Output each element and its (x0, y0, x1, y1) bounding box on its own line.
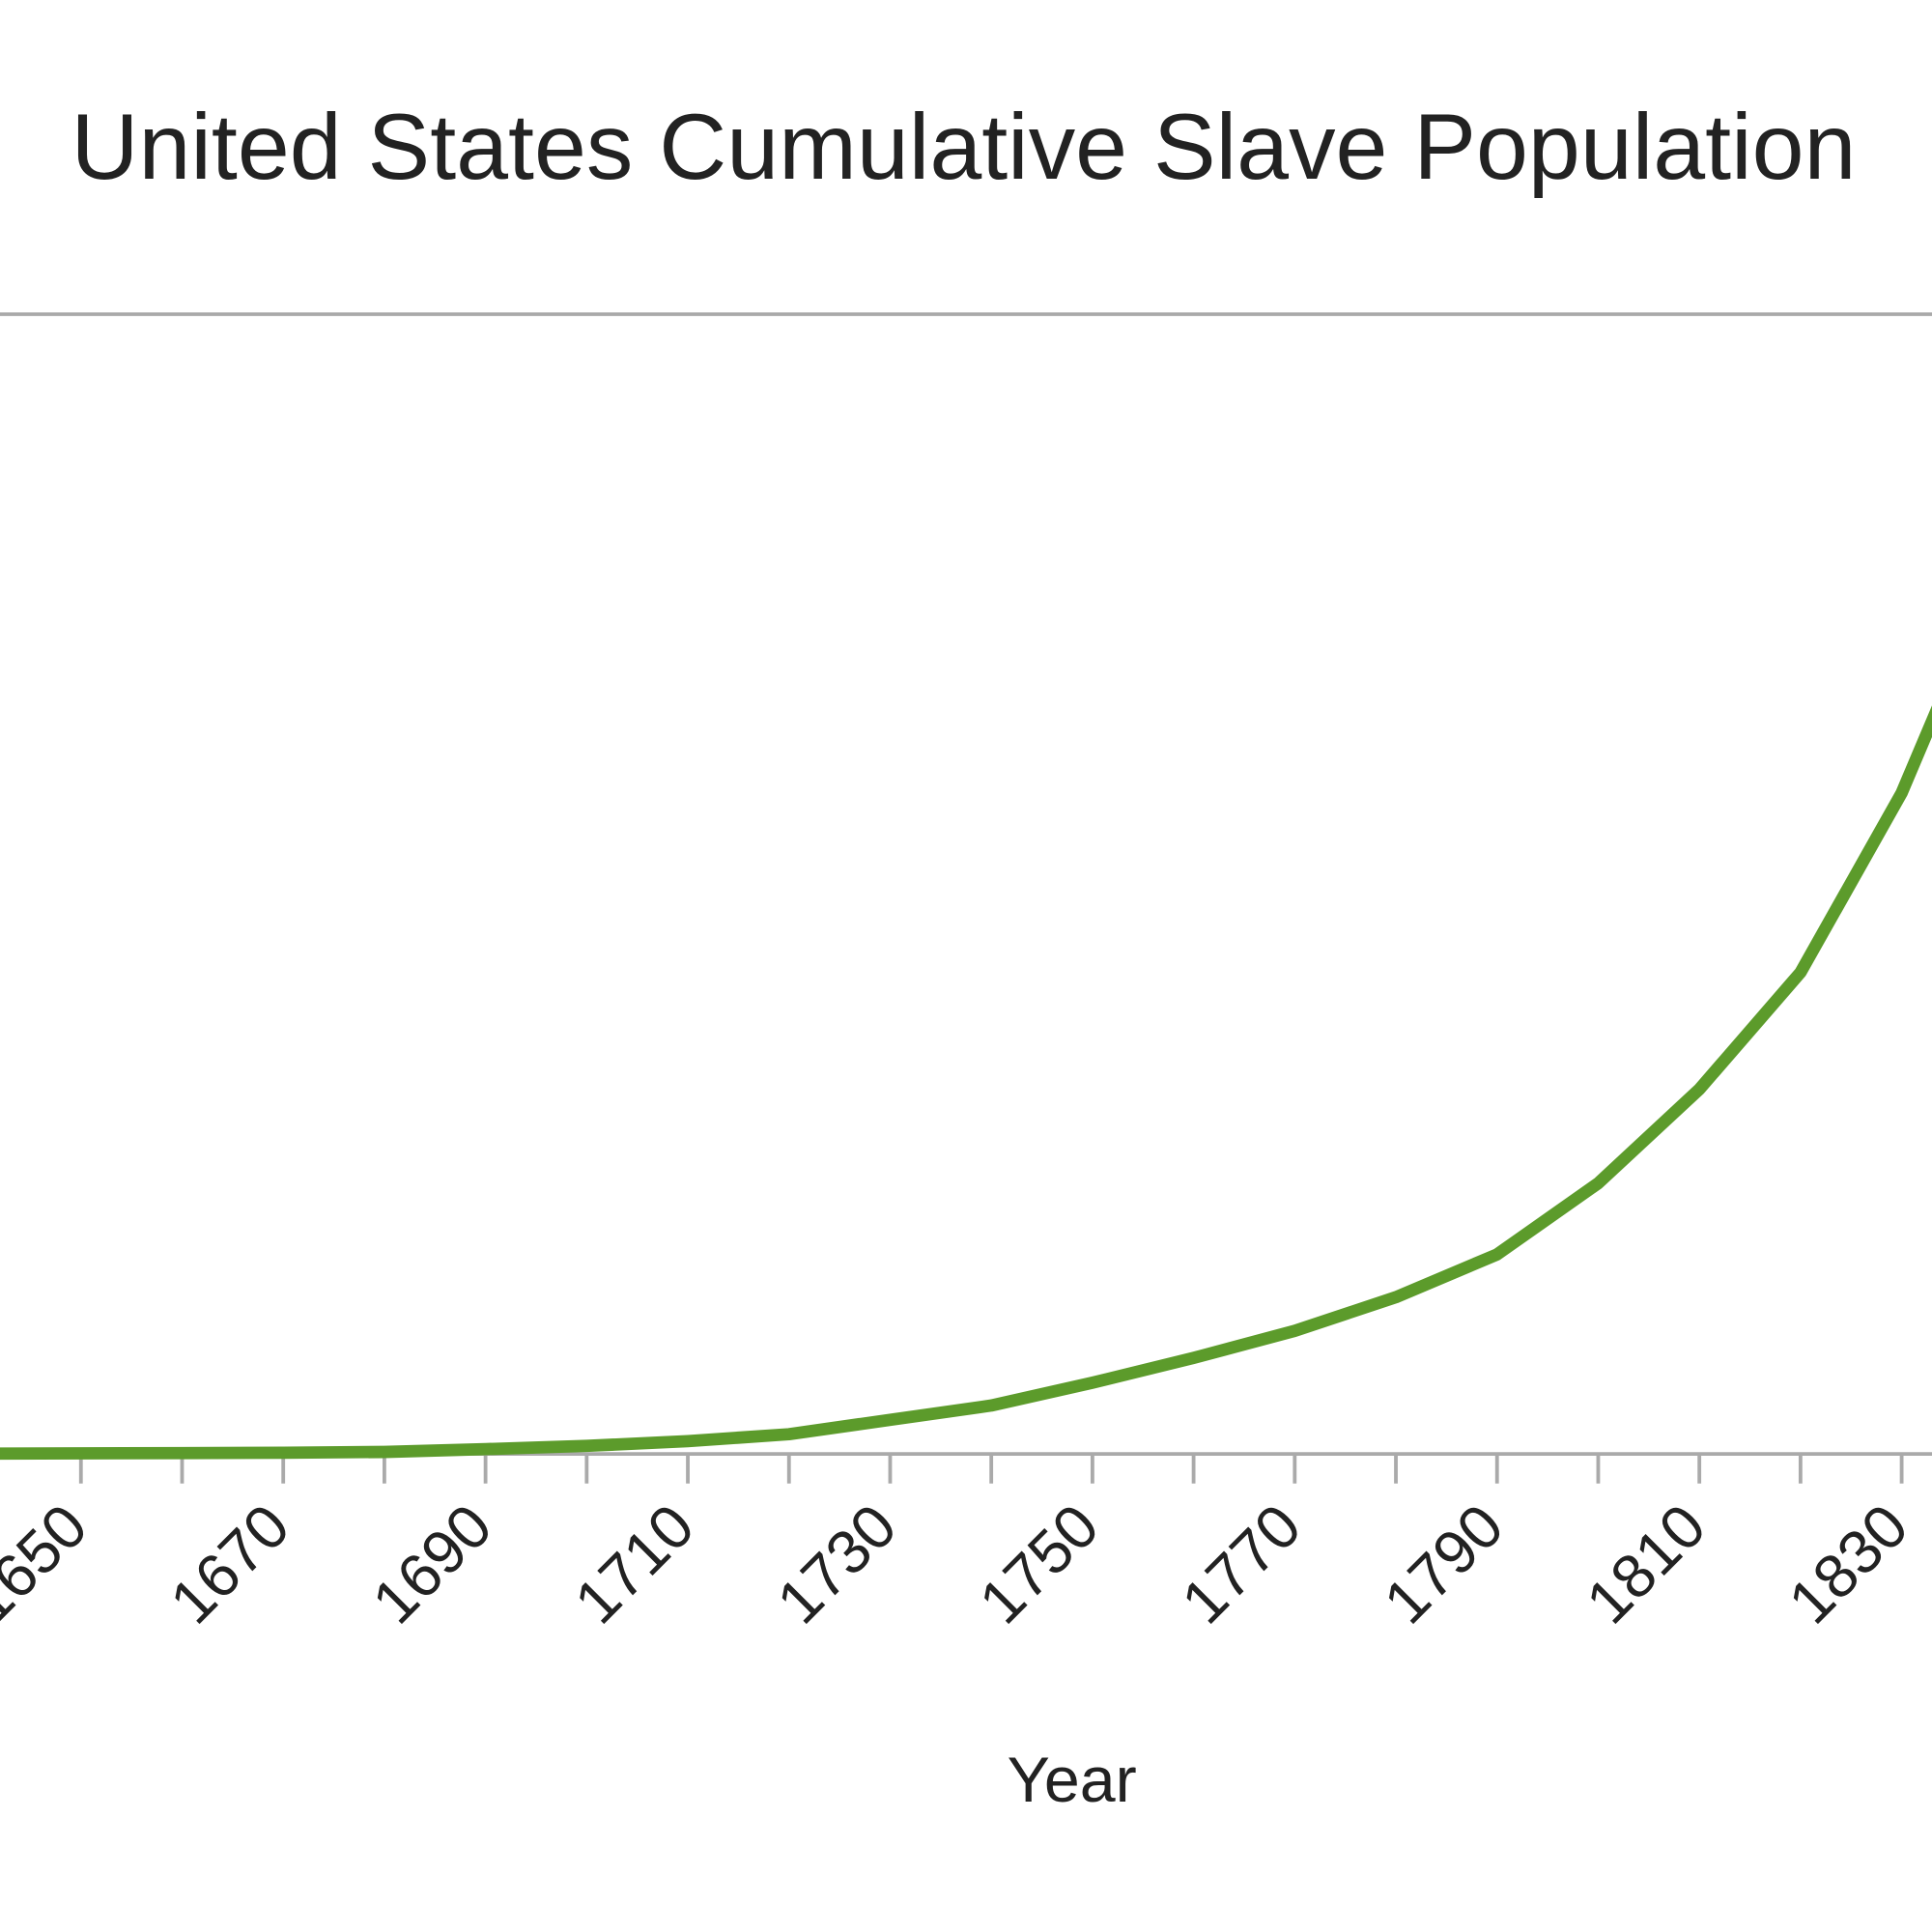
chart-title: United States Cumulative Slave Populatio… (71, 94, 1856, 199)
x-tick-label: 1770 (1168, 1491, 1314, 1636)
x-tick-label: 1810 (1573, 1491, 1719, 1636)
x-tick-label: 1690 (358, 1491, 504, 1636)
x-tick-label: 1650 (0, 1491, 100, 1636)
x-tick-label: 1730 (763, 1491, 909, 1636)
x-tick-label: 1710 (561, 1491, 707, 1636)
x-tick-label: 1670 (156, 1491, 302, 1636)
x-axis-label: Year (1008, 1745, 1137, 1816)
x-tick-label: 1750 (966, 1491, 1112, 1636)
series-line (0, 705, 1932, 1461)
x-tick-label: 1830 (1775, 1491, 1920, 1636)
plot-area (0, 705, 1932, 1461)
x-tick-label: 1790 (1371, 1491, 1517, 1636)
